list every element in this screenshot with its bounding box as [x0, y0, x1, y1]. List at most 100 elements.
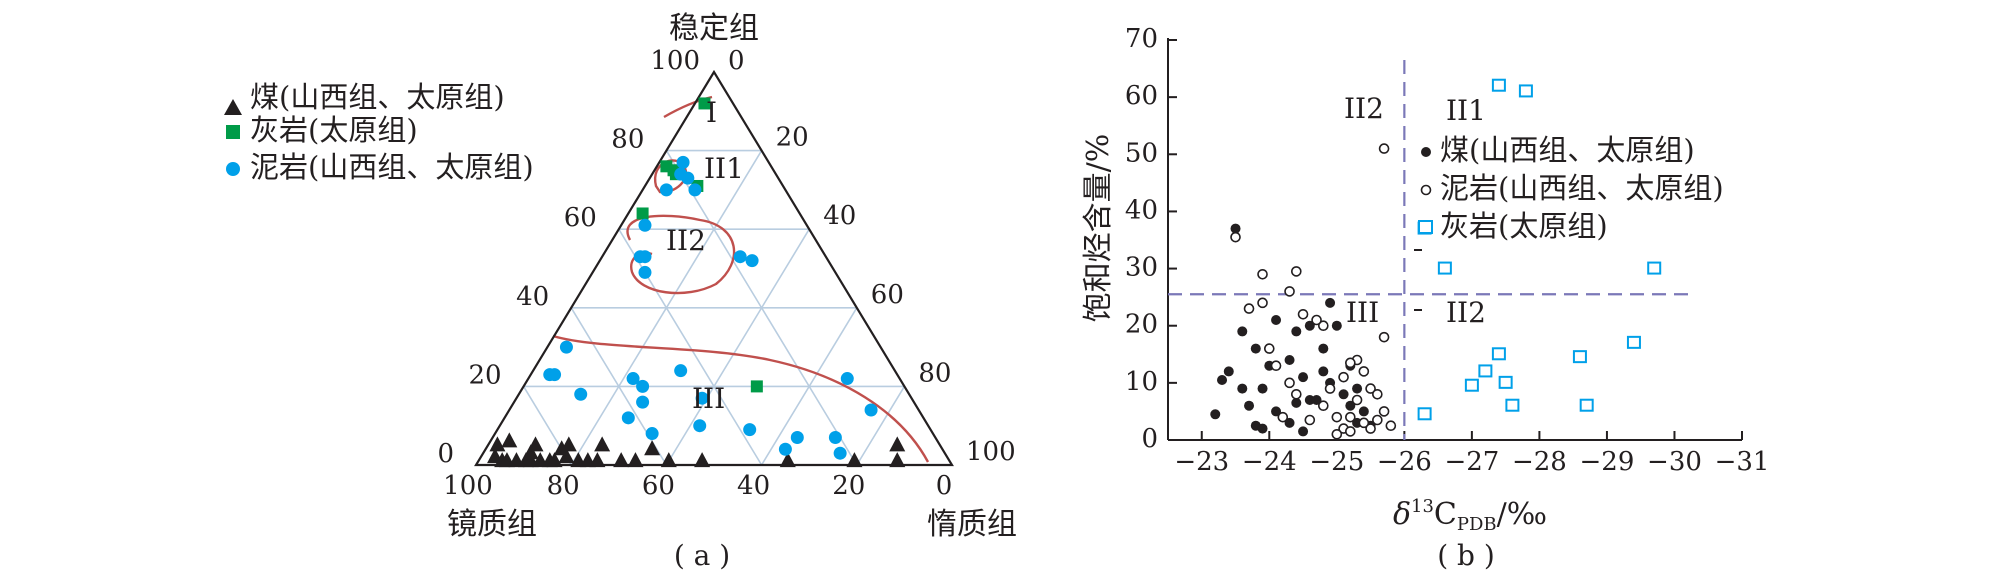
coal-triangle-point: [558, 448, 575, 464]
tick-label: 40: [823, 201, 856, 231]
coal-dot-point: [1244, 400, 1255, 411]
limestone-open-square-point: [1505, 398, 1520, 412]
limestone-square-point: [636, 207, 649, 220]
y-tick-label: 10: [1125, 367, 1158, 397]
zone-label-II1: II1: [704, 152, 744, 185]
mudstone-open-circle-point: [1385, 420, 1397, 432]
coal-dot-point: [1331, 320, 1342, 331]
mudstone-open-circle-point: [1358, 366, 1370, 377]
mudstone-circle-point: [621, 411, 635, 425]
coal-triangle-point: [889, 452, 906, 468]
legend-open-circle-icon: [1420, 184, 1432, 196]
mudstone-circle-point: [688, 183, 702, 197]
mudstone-open-circle-point: [1365, 423, 1376, 434]
coal-dot-point: [1257, 383, 1268, 394]
limestone-open-square-point: [1491, 78, 1506, 92]
mudstone-open-circle-point: [1318, 320, 1329, 332]
y-tick-label: 30: [1125, 253, 1158, 283]
mudstone-circle-point: [636, 379, 650, 393]
coal-dot-point: [1210, 409, 1221, 420]
zone-label-II2-right: II2: [1446, 296, 1486, 329]
coal-dot-point: [1230, 223, 1241, 234]
coal-dot-point: [1271, 315, 1282, 325]
x-tick-label: −25: [1309, 447, 1364, 477]
limestone-open-square-point: [1437, 261, 1452, 275]
ternary-grid: [522, 149, 906, 466]
coal-dot-point: [1291, 326, 1302, 337]
legend-a-series-3: 泥岩(山西组、太原组): [250, 150, 534, 184]
zone-dividers: [1168, 60, 1695, 440]
mudstone-open-circle-point: [1372, 388, 1383, 400]
ternary-frame: [474, 69, 954, 467]
legend-b-series-1: 煤(山西组、太原组): [1440, 133, 1695, 167]
y-axis-label: 饱和烃含量/%: [1081, 134, 1116, 323]
mudstone-circle-point: [778, 442, 792, 456]
y-tick-label: 70: [1125, 24, 1158, 54]
coal-dot-point: [1325, 297, 1336, 308]
mudstone-circle-point: [674, 364, 688, 378]
mudstone-open-circle-point: [1243, 303, 1255, 314]
tick-label: 0: [437, 439, 454, 469]
coal-triangle-point: [553, 440, 570, 456]
coal-dot-point: [1311, 395, 1322, 405]
tick-label: 20: [776, 123, 809, 153]
limestone-open-square-point: [1518, 84, 1533, 98]
mudstone-circle-point: [693, 419, 707, 433]
mudstone-circle-point: [638, 250, 652, 264]
coal-dot-point: [1217, 375, 1228, 385]
mudstone-open-circle-point: [1338, 371, 1349, 383]
legend-circle-icon: [226, 162, 240, 176]
mudstone-open-circle-point: [1331, 428, 1343, 440]
mudstone-circle-point: [828, 430, 842, 444]
ternary-outline: [474, 69, 954, 467]
mudstone-open-circle-point: [1358, 417, 1370, 429]
tick-label: 80: [547, 471, 580, 501]
limestone-open-square-point: [1417, 407, 1432, 421]
zone-boundary-III: [552, 334, 930, 463]
grid-line: [856, 385, 906, 466]
mudstone-circle-point: [733, 250, 747, 264]
caption-b: ( b ): [1437, 539, 1495, 572]
mudstone-circle-point: [626, 372, 640, 386]
vertex-label-right: 惰质组: [927, 507, 1017, 542]
coal-triangle-point: [594, 436, 611, 452]
limestone-open-square-point: [1572, 350, 1587, 364]
mudstone-circle-point: [681, 171, 695, 185]
mudstone-open-circle-point: [1270, 360, 1282, 372]
tick-label: 60: [564, 203, 597, 233]
coal-dot-point: [1352, 383, 1363, 394]
x-axis-label-sup: 13: [1411, 496, 1434, 517]
vertex-label-top: 稳定组: [669, 11, 759, 46]
coal-dot-point: [1298, 372, 1309, 383]
x-tick-label: −27: [1444, 447, 1499, 477]
coal-triangle-point: [779, 452, 796, 468]
mudstone-circle-point: [790, 430, 804, 444]
mudstone-circle-point: [636, 395, 650, 409]
mudstone-open-circle-point: [1372, 414, 1383, 426]
limestone-open-square-point: [1478, 364, 1493, 378]
coal-dot-point: [1291, 397, 1302, 408]
zone-label-III-b: III: [1346, 296, 1379, 329]
coal-triangle-point: [627, 452, 644, 468]
coal-dot-point: [1284, 417, 1295, 428]
scatter-chart: 0 10 20 30 40 50 60 70 −23 −24 −25 −26 −27 −28 −29 −30−…: [1081, 24, 1769, 572]
legend-a-series-2: 灰岩(太原组): [250, 113, 418, 147]
coal-dot-point: [1304, 320, 1315, 331]
mudstone-open-circle-point: [1378, 406, 1390, 417]
mudstone-open-circle-point: [1257, 268, 1268, 280]
y-tick-label: 50: [1125, 138, 1158, 168]
tick-label: 80: [918, 358, 951, 388]
zone-label-II2-top: II2: [1344, 92, 1384, 125]
coal-triangle-point: [489, 436, 506, 452]
caption-a: ( a ): [674, 539, 730, 572]
mudstone-open-circle-point: [1378, 143, 1390, 154]
coal-triangle-point: [501, 432, 518, 448]
legend-open-square-icon: [1418, 220, 1433, 234]
mudstone-circle-point: [645, 427, 659, 441]
mudstone-open-circle-point: [1284, 286, 1295, 297]
y-tick-label: 20: [1125, 310, 1158, 340]
mudstone-open-circle-point: [1297, 308, 1309, 320]
coal-triangle-point: [546, 452, 563, 468]
